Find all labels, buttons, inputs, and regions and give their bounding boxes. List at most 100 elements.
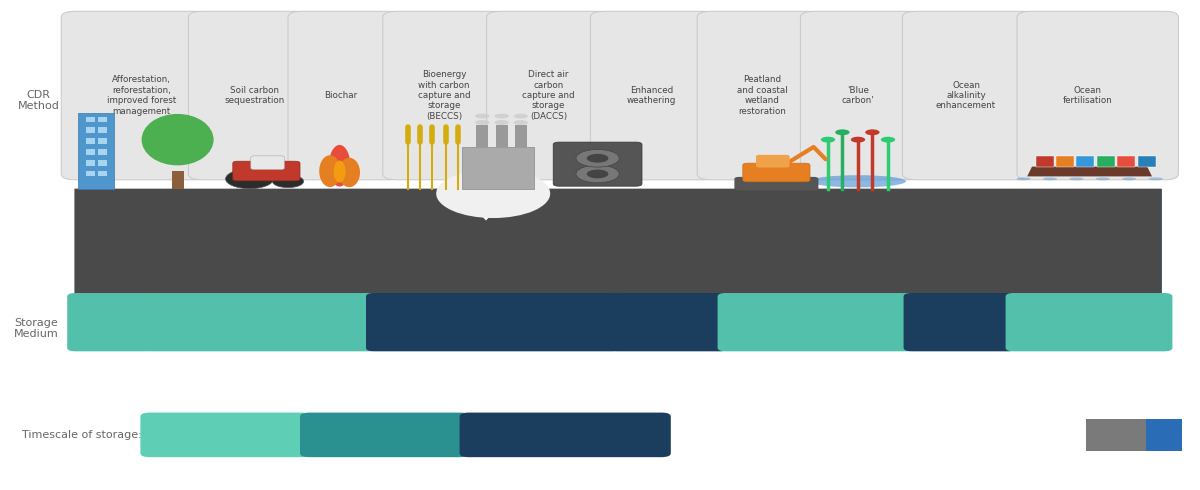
Circle shape: [226, 169, 274, 189]
Text: Bioenergy
with carbon
capture and
storage
(BECCS): Bioenergy with carbon capture and storag…: [418, 70, 470, 121]
FancyBboxPatch shape: [902, 11, 1037, 180]
FancyBboxPatch shape: [743, 163, 810, 182]
FancyBboxPatch shape: [610, 293, 728, 351]
Bar: [1138, 156, 1156, 167]
Bar: [1036, 156, 1054, 167]
Ellipse shape: [475, 120, 490, 125]
FancyBboxPatch shape: [1018, 11, 1178, 180]
FancyBboxPatch shape: [383, 11, 506, 180]
Ellipse shape: [514, 114, 528, 119]
FancyBboxPatch shape: [460, 413, 671, 457]
Text: Biochar: Biochar: [324, 91, 358, 100]
Text: Timescale of storage:: Timescale of storage:: [22, 430, 142, 440]
FancyBboxPatch shape: [487, 11, 610, 180]
Ellipse shape: [319, 155, 341, 187]
Ellipse shape: [1148, 177, 1163, 180]
Ellipse shape: [338, 158, 360, 187]
Ellipse shape: [1043, 177, 1057, 180]
FancyBboxPatch shape: [233, 161, 300, 181]
Circle shape: [835, 129, 850, 135]
Circle shape: [851, 137, 865, 143]
Text: Buildings: Buildings: [86, 318, 136, 327]
Text: Carbon: Carbon: [1098, 430, 1134, 440]
Text: Geological formations: Geological formations: [434, 318, 552, 327]
Bar: [86, 149, 95, 155]
Bar: [1056, 156, 1074, 167]
Text: Ten thousand years or longer: Ten thousand years or longer: [492, 430, 638, 440]
FancyBboxPatch shape: [300, 413, 469, 457]
Text: Decades to centuries: Decades to centuries: [172, 430, 278, 440]
Bar: [78, 113, 114, 189]
Bar: [515, 125, 527, 147]
FancyBboxPatch shape: [61, 11, 208, 180]
Ellipse shape: [1069, 177, 1084, 180]
Text: Gap: Gap: [1154, 430, 1174, 440]
FancyBboxPatch shape: [553, 142, 642, 186]
FancyBboxPatch shape: [734, 177, 818, 191]
Ellipse shape: [329, 145, 350, 187]
Bar: [86, 160, 95, 166]
Bar: [86, 138, 95, 144]
Bar: [86, 127, 95, 133]
FancyBboxPatch shape: [904, 293, 1016, 351]
Ellipse shape: [142, 114, 214, 166]
Bar: [98, 149, 107, 155]
Text: Ocean
alkalinity
enhancement: Ocean alkalinity enhancement: [936, 81, 996, 110]
Bar: [1146, 419, 1182, 451]
Text: Marine
sediment: Marine sediment: [1064, 313, 1114, 332]
Polygon shape: [948, 189, 1162, 306]
FancyBboxPatch shape: [188, 11, 307, 180]
FancyBboxPatch shape: [67, 293, 155, 351]
FancyBboxPatch shape: [718, 293, 914, 351]
Ellipse shape: [494, 120, 509, 125]
Text: Direct air
carbon
capture and
storage
(DACCS): Direct air carbon capture and storage (D…: [522, 70, 575, 121]
Ellipse shape: [334, 160, 346, 182]
FancyBboxPatch shape: [1006, 293, 1172, 351]
FancyBboxPatch shape: [697, 11, 820, 180]
Circle shape: [587, 154, 608, 163]
Bar: [172, 172, 184, 189]
Circle shape: [865, 129, 880, 135]
FancyBboxPatch shape: [144, 293, 377, 351]
Bar: [1086, 419, 1146, 451]
Bar: [86, 117, 95, 122]
Text: Ocean
fertilisation: Ocean fertilisation: [1062, 86, 1112, 105]
Text: Enhanced
weathering: Enhanced weathering: [626, 86, 677, 105]
Bar: [86, 171, 95, 176]
Ellipse shape: [475, 114, 490, 119]
Bar: [98, 138, 107, 144]
Text: Centuries to millennia: Centuries to millennia: [330, 430, 439, 440]
Text: 'Blue
carbon': 'Blue carbon': [841, 86, 875, 105]
FancyBboxPatch shape: [756, 155, 790, 168]
Polygon shape: [1027, 167, 1152, 176]
FancyBboxPatch shape: [140, 413, 310, 457]
FancyBboxPatch shape: [590, 11, 716, 180]
Circle shape: [821, 137, 835, 143]
FancyBboxPatch shape: [288, 11, 402, 180]
Bar: [476, 125, 488, 147]
FancyBboxPatch shape: [251, 156, 284, 170]
Text: Vegetation, soils and
sediments: Vegetation, soils and sediments: [760, 313, 872, 332]
Text: Afforestation,
reforestation,
improved forest
management: Afforestation, reforestation, improved f…: [107, 75, 176, 116]
Text: Vegetation, soils and sediments: Vegetation, soils and sediments: [175, 318, 346, 327]
Bar: [98, 117, 107, 122]
Text: Peatland
and coastal
wetland
restoration: Peatland and coastal wetland restoration: [737, 75, 787, 116]
Circle shape: [587, 170, 608, 178]
Ellipse shape: [1016, 177, 1031, 180]
Circle shape: [576, 165, 619, 183]
Ellipse shape: [1096, 177, 1110, 180]
Bar: [496, 125, 508, 147]
Text: Minerals: Minerals: [646, 318, 692, 327]
Ellipse shape: [1122, 177, 1136, 180]
Bar: [98, 127, 107, 133]
Text: Soil carbon
sequestration: Soil carbon sequestration: [224, 86, 284, 105]
Ellipse shape: [494, 114, 509, 119]
Circle shape: [272, 175, 304, 188]
Circle shape: [576, 149, 619, 167]
Text: Storage
Medium: Storage Medium: [13, 318, 59, 339]
Polygon shape: [74, 189, 1162, 306]
Bar: [462, 147, 534, 189]
FancyBboxPatch shape: [366, 293, 620, 351]
Bar: [1117, 156, 1135, 167]
Bar: [1076, 156, 1094, 167]
